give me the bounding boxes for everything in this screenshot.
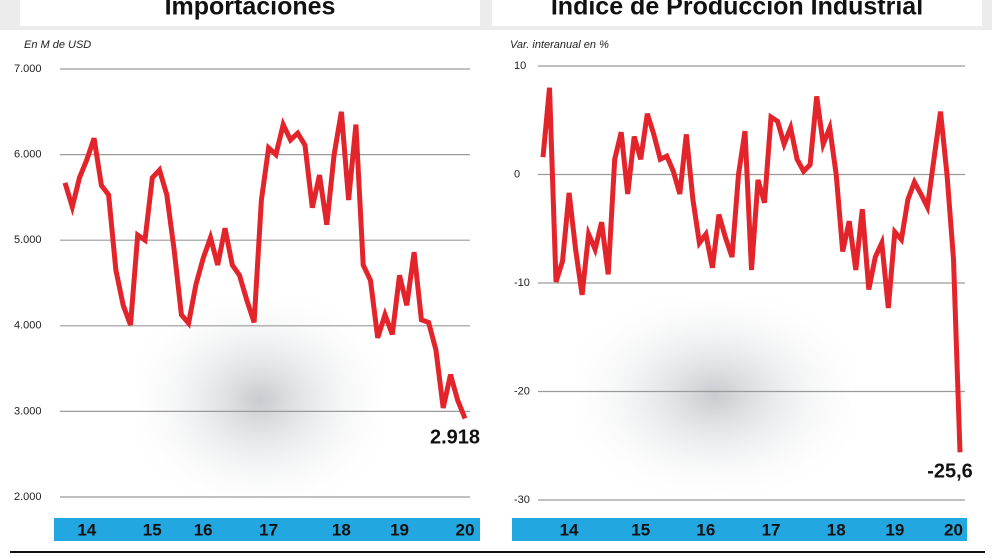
data-line [62, 111, 468, 420]
chart-title: Índice de Producción Industrial [551, 0, 923, 21]
data-label: 2.918 [430, 427, 480, 449]
data-line [540, 87, 963, 453]
photo-backdrop [140, 300, 380, 500]
y-tick-label: -30 [514, 494, 530, 506]
chart-title: Importaciones [165, 0, 336, 21]
x-axis-band [512, 518, 967, 541]
data-label: -25,6 [927, 461, 973, 483]
y-tick-label: -20 [514, 385, 530, 397]
y-tick-label: 10 [514, 60, 526, 72]
y-tick-label: 6.000 [14, 149, 42, 161]
x-tick-label: 17 [259, 520, 278, 539]
y-tick-label: 7.000 [14, 63, 42, 75]
x-tick-label: 19 [885, 520, 904, 539]
y-axis-title: En M de USD [24, 39, 91, 51]
x-tick-label: 20 [456, 520, 475, 539]
x-tick-label: 15 [143, 520, 162, 539]
title-box [20, 0, 480, 26]
x-tick-label: 19 [390, 520, 409, 539]
x-tick-label: 16 [194, 520, 213, 539]
y-axis-title: Var. interanual en % [510, 39, 609, 51]
y-tick-label: -10 [514, 277, 530, 289]
title-box [492, 0, 982, 26]
x-tick-label: 20 [944, 520, 963, 539]
x-tick-label: 14 [560, 520, 579, 539]
x-tick-label: 18 [827, 520, 846, 539]
y-tick-label: 0 [514, 168, 520, 180]
x-tick-label: 18 [332, 520, 351, 539]
photo-backdrop [580, 300, 850, 490]
x-tick-label: 14 [77, 520, 96, 539]
y-tick-label: 5.000 [14, 234, 42, 246]
x-tick-label: 16 [696, 520, 715, 539]
y-tick-label: 4.000 [14, 320, 42, 332]
x-axis-band [54, 518, 480, 541]
y-tick-label: 3.000 [14, 405, 42, 417]
x-tick-label: 15 [631, 520, 650, 539]
y-tick-label: 2.000 [14, 491, 42, 503]
x-tick-label: 17 [762, 520, 781, 539]
